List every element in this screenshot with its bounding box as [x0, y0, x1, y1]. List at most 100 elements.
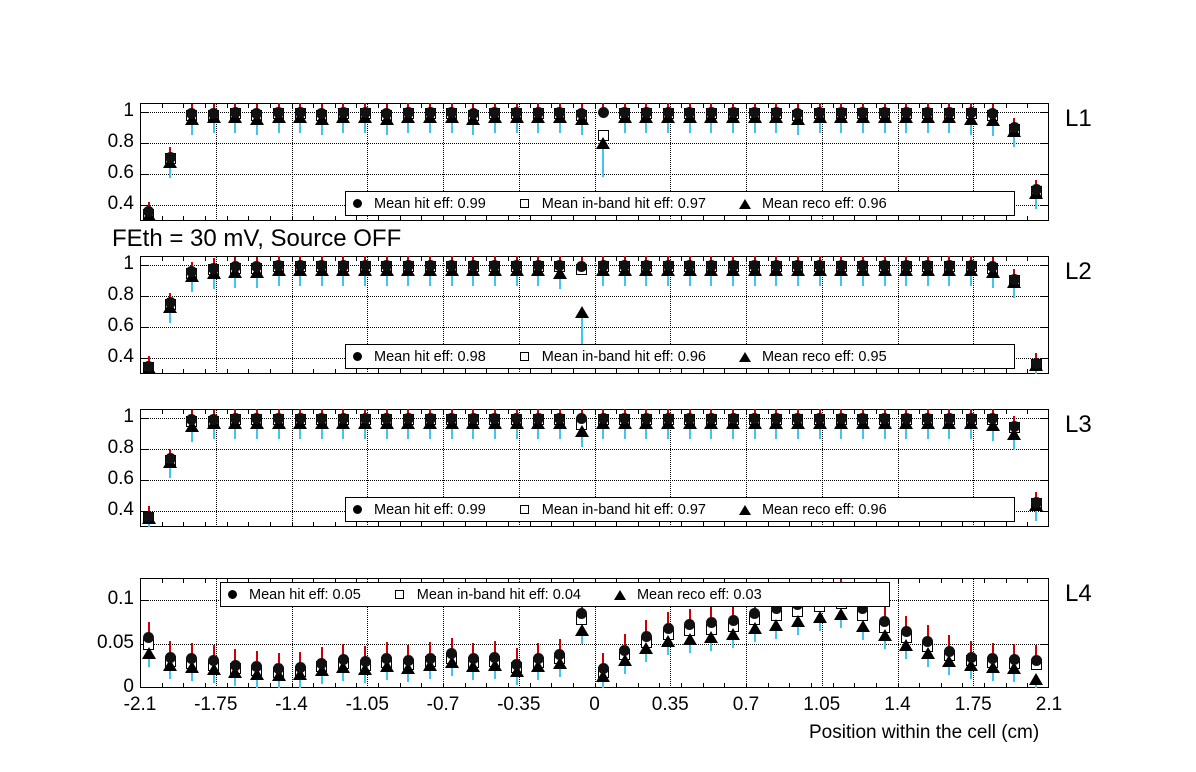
axis-tick	[594, 103, 596, 108]
gridline-vertical	[897, 256, 900, 374]
y-tick-label: 1	[123, 253, 134, 275]
error-bar-cyan	[948, 116, 951, 133]
x-tick-label: 1.75	[954, 694, 992, 715]
axis-tick	[356, 369, 358, 374]
axis-tick	[226, 216, 228, 221]
y-tick-label: 0.8	[107, 437, 134, 459]
error-bar-cyan	[818, 616, 821, 631]
gridline-vertical	[215, 103, 218, 221]
data-point-hit-eff	[662, 106, 674, 118]
data-point-hit-eff	[814, 106, 826, 118]
axis-tick	[594, 578, 596, 583]
error-bar-cyan	[450, 662, 453, 677]
axis-tick	[356, 578, 358, 583]
axis-tick	[637, 578, 639, 583]
axis-tick	[832, 256, 834, 261]
axis-tick	[529, 683, 531, 688]
square-marker-icon	[514, 502, 536, 518]
axis-tick	[572, 409, 574, 414]
data-point-hit-eff	[879, 106, 890, 118]
data-point-hit-eff	[554, 259, 566, 271]
error-bar-red	[190, 642, 193, 663]
y-tick-label: 0.6	[107, 162, 134, 184]
data-point-reco-eff	[184, 660, 199, 673]
axis-tick	[767, 578, 769, 583]
data-point-reco-eff	[661, 635, 676, 648]
data-point-hit-eff	[770, 259, 782, 271]
data-point-reco-eff	[790, 615, 805, 628]
axis-tick	[399, 409, 401, 414]
data-point-hit-eff	[792, 412, 804, 424]
gridline-horizontal	[140, 480, 1049, 482]
axis-tick	[1027, 369, 1029, 374]
legend-entry-inband-hit-eff: Mean in-band hit eff: 0.97	[514, 196, 706, 212]
axis-tick	[746, 103, 747, 108]
panel-label-l3: L3	[1065, 411, 1092, 438]
axis-tick	[702, 256, 704, 261]
x-tick-label: 2.1	[1035, 694, 1063, 715]
axis-tick	[248, 103, 250, 108]
legend-l2: Mean hit eff: 0.98 Mean in-band hit eff:…	[345, 344, 1015, 369]
axis-tick	[789, 369, 791, 374]
axis-tick	[161, 256, 163, 261]
axis-tick	[1040, 327, 1049, 329]
gridline-vertical	[897, 409, 900, 527]
axis-tick	[356, 409, 358, 414]
axis-tick	[421, 522, 423, 527]
gridline-vertical	[291, 578, 294, 688]
data-point-reco-eff	[985, 660, 1000, 673]
gridline-horizontal	[140, 418, 1049, 420]
gridline-vertical	[897, 103, 900, 221]
error-bar-cyan	[602, 422, 605, 439]
error-bar-red	[212, 644, 215, 665]
data-point-hit-eff	[316, 108, 328, 120]
error-bar-cyan	[493, 269, 496, 286]
axis-tick	[962, 522, 964, 527]
error-bar-cyan	[320, 422, 323, 439]
data-point-hit-eff	[965, 259, 977, 271]
axis-tick	[269, 409, 271, 414]
gridline-vertical	[594, 256, 597, 374]
gridline-vertical	[594, 103, 597, 221]
axis-tick	[702, 683, 704, 688]
gridline-vertical	[215, 256, 218, 374]
axis-tick	[875, 683, 877, 688]
error-bar-cyan	[234, 422, 237, 439]
error-bar-cyan	[364, 422, 367, 439]
error-bar-cyan	[602, 269, 605, 286]
gridline-vertical	[291, 103, 294, 221]
axis-tick	[291, 369, 293, 374]
error-bar-red	[147, 621, 150, 642]
error-bar-cyan	[385, 269, 388, 286]
axis-tick	[746, 409, 747, 414]
data-point-hit-eff	[273, 106, 284, 118]
axis-tick	[334, 103, 336, 108]
error-bar-cyan	[364, 668, 367, 683]
error-bar-cyan	[190, 276, 193, 293]
axis-tick	[616, 578, 618, 583]
axis-tick	[378, 216, 380, 221]
data-point-hit-eff	[619, 259, 631, 271]
data-point-hit-eff	[467, 108, 479, 120]
error-bar-red	[385, 642, 388, 663]
error-bar-cyan	[840, 269, 843, 286]
axis-tick	[767, 216, 769, 221]
data-point-hit-eff	[532, 106, 544, 118]
gridline-vertical	[670, 103, 672, 221]
axis-tick	[810, 409, 812, 414]
axis-tick	[529, 409, 531, 414]
data-point-hit-eff	[208, 655, 220, 667]
axis-tick	[507, 256, 509, 261]
data-point-reco-eff	[639, 642, 654, 655]
axis-tick	[399, 216, 401, 221]
axis-tick	[637, 683, 639, 688]
axis-tick	[248, 522, 250, 527]
axis-tick	[897, 522, 899, 527]
axis-tick	[334, 522, 336, 527]
data-point-hit-eff	[835, 259, 847, 271]
axis-tick	[443, 103, 444, 108]
error-bar-cyan	[710, 422, 713, 439]
legend-label-hit-eff: Mean hit eff: 0.98	[374, 348, 486, 365]
y-tick-label: 0.8	[107, 131, 134, 153]
axis-tick	[919, 369, 921, 374]
